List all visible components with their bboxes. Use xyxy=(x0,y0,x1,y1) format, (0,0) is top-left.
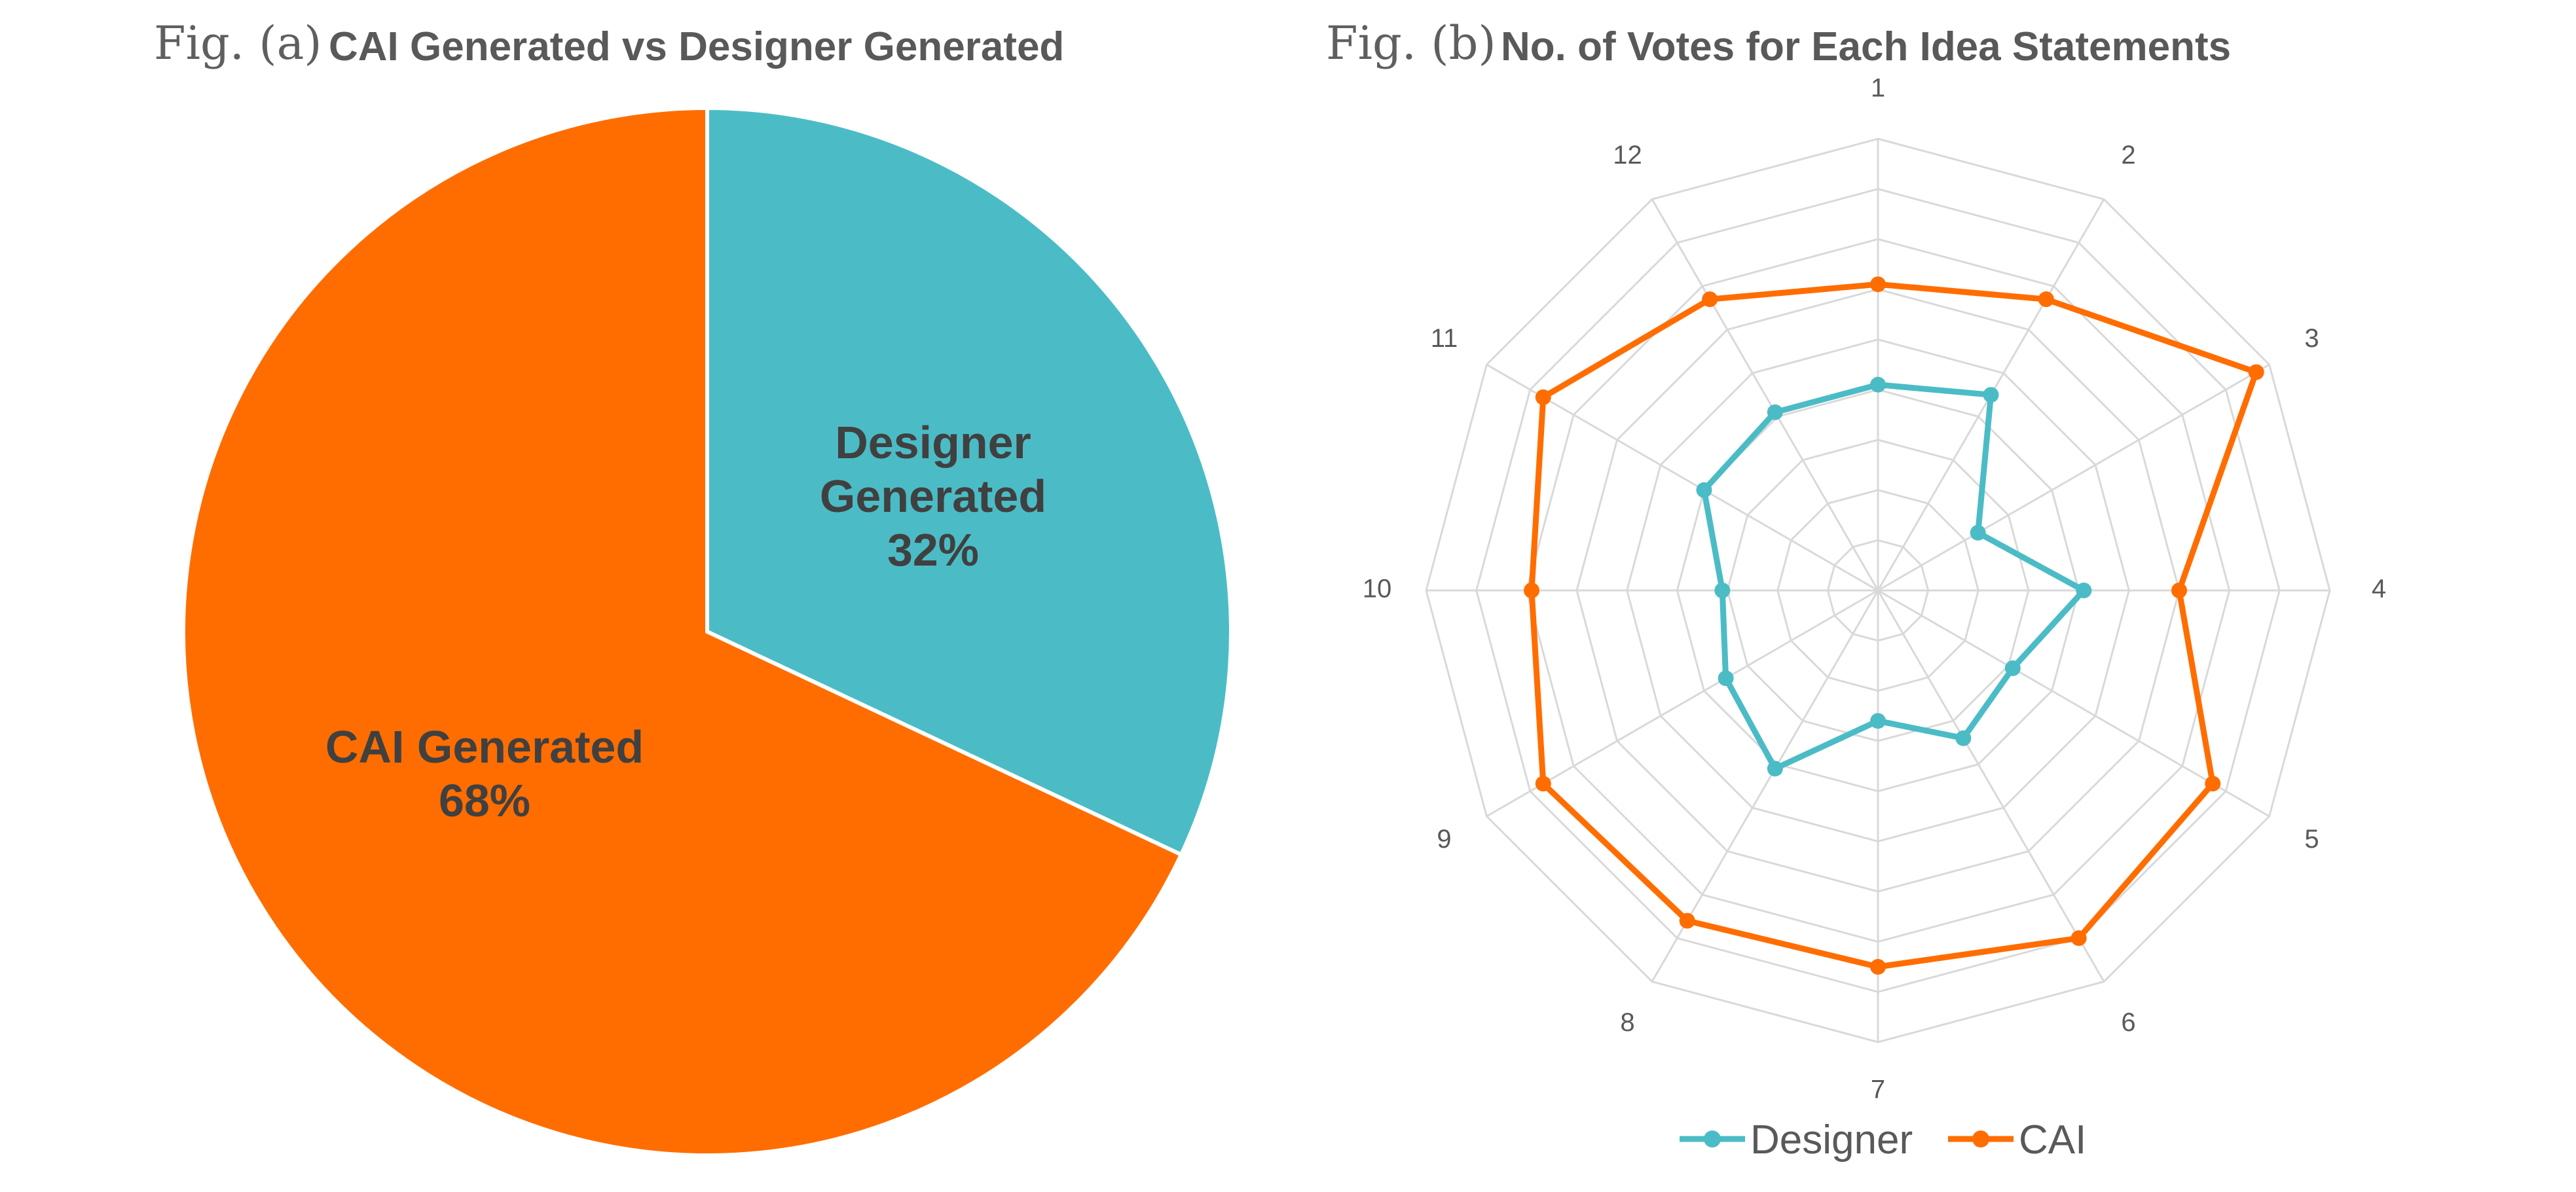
radar-category-label: 5 xyxy=(2304,825,2319,854)
legend-label-cai: CAI xyxy=(2019,1117,2086,1163)
radar-legend: Designer CAI xyxy=(1680,1117,2086,1163)
radar-point-cai-11 xyxy=(1535,389,1551,405)
radar-category-label: 7 xyxy=(1871,1075,1885,1104)
pie-chart-title: CAI Generated vs Designer Generated xyxy=(329,24,1064,69)
radar-category-label: 2 xyxy=(2121,141,2135,170)
radar-category-label: 4 xyxy=(2372,575,2386,604)
radar-chart-title: No. of Votes for Each Idea Statements xyxy=(1501,24,2231,69)
radar-point-designer-10 xyxy=(1714,583,1731,598)
pie-slice-1 xyxy=(705,105,1233,858)
radar-point-designer-8 xyxy=(1767,761,1783,777)
radar-point-cai-8 xyxy=(1679,912,1695,929)
legend-swatch-marker-designer xyxy=(1704,1130,1721,1147)
radar-category-label: 3 xyxy=(2304,324,2319,353)
radar-category-label: 11 xyxy=(1431,324,1458,353)
radar-point-designer-2 xyxy=(1983,387,1999,403)
pie-slice-2 xyxy=(181,105,1184,1157)
radar-point-designer-3 xyxy=(1970,524,1986,541)
radar-point-designer-1 xyxy=(1870,376,1886,393)
radar-point-designer-12 xyxy=(1767,404,1783,420)
radar-spoke xyxy=(1877,590,2105,983)
radar-spoke xyxy=(1877,589,2270,818)
radar-spoke xyxy=(1486,589,1879,818)
radar-point-cai-4 xyxy=(2171,583,2187,598)
radar-point-cai-10 xyxy=(1524,583,1539,598)
radar-category-label: 8 xyxy=(1620,1008,1634,1037)
radar-category-label: 6 xyxy=(2121,1008,2135,1037)
radar-point-designer-4 xyxy=(2076,583,2092,598)
radar-category-label: 1 xyxy=(1871,74,1885,103)
radar-point-cai-12 xyxy=(1702,291,1718,308)
radar-point-designer-5 xyxy=(2004,660,2021,676)
pie-chart: Designer Generated 32% CAI Generated 68% xyxy=(181,105,1233,1157)
legend-swatch-marker-cai xyxy=(1972,1130,1989,1147)
radar-category-label: 9 xyxy=(1437,825,1451,854)
radar-point-designer-7 xyxy=(1870,713,1886,729)
radar-spoke xyxy=(1877,363,2270,592)
radar-point-designer-9 xyxy=(1718,670,1734,687)
radar-point-cai-7 xyxy=(1870,959,1886,975)
pie-figure-prefix: Fig. (a) xyxy=(154,16,322,70)
radar-point-cai-2 xyxy=(2038,291,2054,308)
radar-point-cai-6 xyxy=(2070,930,2087,947)
radar-series-line-designer xyxy=(1701,382,2087,772)
radar-category-label: 10 xyxy=(1363,575,1392,604)
pie-slice-label-1: Designer Generated 32% xyxy=(820,417,1046,575)
radar-spoke xyxy=(1651,198,1879,591)
legend-label-designer: Designer xyxy=(1750,1117,1913,1163)
pie-slice-label-2: CAI Generated 68% xyxy=(325,721,644,826)
radar-category-label: 12 xyxy=(1613,141,1642,170)
radar-point-designer-6 xyxy=(1955,730,1972,746)
radar-point-cai-5 xyxy=(2205,776,2221,792)
radar-point-cai-9 xyxy=(1535,776,1551,792)
radar-spoke xyxy=(1486,363,1879,592)
radar-figure-prefix: Fig. (b) xyxy=(1326,16,1496,70)
radar-point-cai-3 xyxy=(2248,364,2264,380)
radar-point-designer-11 xyxy=(1696,482,1712,498)
radar-point-cai-1 xyxy=(1870,276,1886,293)
